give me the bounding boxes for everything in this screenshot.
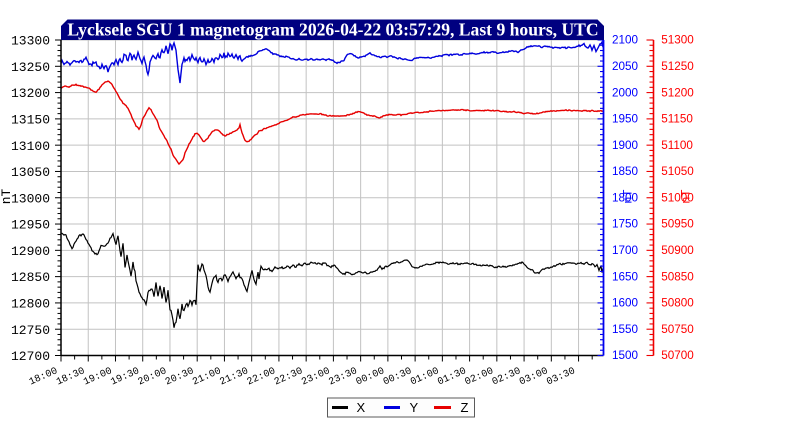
svg-text:13250: 13250 xyxy=(11,60,50,75)
svg-text:1700: 1700 xyxy=(612,244,639,257)
svg-text:1750: 1750 xyxy=(612,218,639,231)
svg-text:50700: 50700 xyxy=(661,349,694,362)
svg-text:2050: 2050 xyxy=(612,60,639,73)
svg-text:1550: 1550 xyxy=(612,323,639,336)
svg-text:51300: 51300 xyxy=(661,34,694,47)
svg-text:X: X xyxy=(357,400,366,415)
svg-text:nT: nT xyxy=(621,189,635,204)
svg-text:51100: 51100 xyxy=(661,139,693,152)
svg-text:12750: 12750 xyxy=(11,323,50,338)
svg-text:1500: 1500 xyxy=(612,349,639,362)
svg-text:13200: 13200 xyxy=(11,86,50,101)
svg-text:50900: 50900 xyxy=(661,244,694,257)
svg-text:nT: nT xyxy=(679,189,693,204)
svg-text:Lycksele SGU 1 magnetogram 202: Lycksele SGU 1 magnetogram 2026-04-22 03… xyxy=(67,19,598,39)
svg-text:nT: nT xyxy=(0,189,14,205)
svg-text:50950: 50950 xyxy=(661,218,694,231)
svg-text:50800: 50800 xyxy=(661,297,694,310)
svg-text:1600: 1600 xyxy=(612,297,639,310)
svg-text:12800: 12800 xyxy=(11,297,50,312)
svg-text:51050: 51050 xyxy=(661,165,694,178)
svg-text:2100: 2100 xyxy=(612,34,639,47)
svg-text:50850: 50850 xyxy=(661,270,694,283)
svg-text:1650: 1650 xyxy=(612,270,639,283)
svg-text:13150: 13150 xyxy=(11,112,50,127)
svg-text:51200: 51200 xyxy=(661,86,694,99)
svg-text:Z: Z xyxy=(461,400,469,415)
svg-text:13050: 13050 xyxy=(11,165,50,180)
svg-text:1850: 1850 xyxy=(612,165,639,178)
svg-text:12700: 12700 xyxy=(11,349,50,364)
svg-text:51150: 51150 xyxy=(661,113,693,126)
svg-text:12850: 12850 xyxy=(11,270,50,285)
svg-text:51250: 51250 xyxy=(661,60,694,73)
svg-text:1800: 1800 xyxy=(612,191,639,204)
svg-text:13000: 13000 xyxy=(11,191,50,206)
svg-text:Y: Y xyxy=(410,400,419,415)
svg-text:1950: 1950 xyxy=(612,113,639,126)
svg-text:51000: 51000 xyxy=(661,191,694,204)
svg-text:1900: 1900 xyxy=(612,139,639,152)
svg-text:13300: 13300 xyxy=(11,34,50,49)
svg-text:50750: 50750 xyxy=(661,323,694,336)
svg-text:12900: 12900 xyxy=(11,244,50,259)
svg-text:12950: 12950 xyxy=(11,218,50,233)
svg-text:13100: 13100 xyxy=(11,139,50,154)
svg-text:2000: 2000 xyxy=(612,86,639,99)
